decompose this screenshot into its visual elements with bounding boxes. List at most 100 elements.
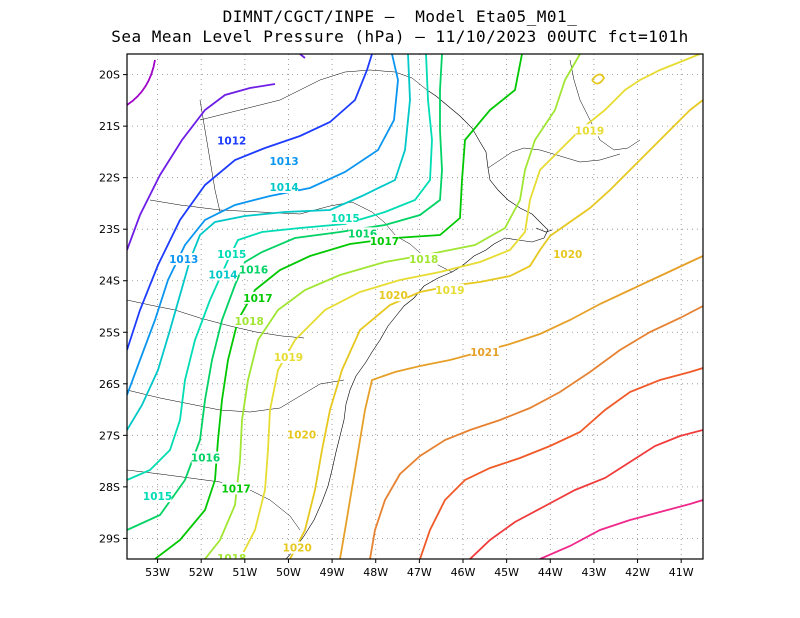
isobar-label-bg [283, 541, 312, 554]
isobar-label: 1019 [274, 352, 303, 364]
isobar-label: 1014 [269, 182, 298, 194]
border-mg-sp [199, 69, 428, 121]
isobar-label: 1020 [553, 249, 582, 261]
plot-frame [126, 53, 704, 560]
isobar-label: 1015 [143, 491, 172, 503]
isobar-label-bg [348, 227, 377, 240]
isobar-label-bg [575, 124, 604, 137]
map-title: DIMNT/CGCT/INPE – Model Eta05_M01_ [222, 7, 578, 26]
lon-tick-label: 41W [669, 566, 694, 579]
isobar-label-bg [409, 253, 438, 266]
isobar-label-bg [222, 482, 251, 495]
isobar-1018 [204, 54, 581, 559]
isobar-label: 1018 [217, 553, 246, 565]
isobar-1021 [339, 255, 703, 559]
isobar-1010 [127, 59, 156, 106]
isobar-label-bg [331, 211, 360, 224]
isobar-label-bg [553, 247, 582, 260]
border-ms [199, 99, 221, 213]
border-mg-rj [487, 147, 621, 169]
isobar-1022 [369, 305, 703, 559]
isobar-label: 1013 [269, 156, 298, 168]
lon-tick-label: 49W [320, 566, 345, 579]
isobar-1019 [239, 54, 701, 559]
isobar-1012 [127, 54, 373, 351]
isobar-label: 1021 [470, 347, 499, 359]
isobar-label-bg [287, 428, 316, 441]
isobar-label: 1016 [191, 453, 220, 465]
lat-tick-label: 25S [99, 326, 120, 339]
island-path [535, 227, 553, 233]
lon-tick-label: 50W [276, 566, 301, 579]
isobar-label: 1020 [287, 429, 316, 441]
lat-tick-label: 22S [99, 172, 120, 185]
lat-tick-label: 23S [99, 223, 120, 236]
isobar-label: 1018 [235, 316, 264, 328]
isobar-label: 1017 [221, 483, 250, 495]
lon-tick-label: 51W [232, 566, 257, 579]
isobar-1020 [289, 99, 703, 559]
lat-tick-label: 26S [99, 378, 120, 391]
border-west [127, 299, 305, 339]
state-borders [127, 59, 641, 531]
isobar-1011 [299, 54, 306, 59]
isobar-label: 1012 [217, 136, 246, 148]
isobar-1023 [419, 367, 703, 559]
isobar-label: 1013 [169, 254, 198, 266]
isobar-label: 1019 [435, 285, 464, 297]
axis-ticks: 53W 52W 51W 50W 49W 48W 47W 46W 45W 44W 43W 42W 41W 2… [99, 69, 694, 579]
map-subtitle: Sea Mean Level Pressure (hPa) – 11/10/20… [111, 27, 689, 46]
isobar-label: 1020 [379, 290, 408, 302]
lat-tick-label: 29S [99, 532, 120, 545]
lon-tick-label: 44W [538, 566, 563, 579]
lon-tick-label: 46W [451, 566, 476, 579]
coastline-path [285, 89, 549, 559]
isobar-label: 1014 [208, 270, 237, 282]
lat-tick-label: 20S [99, 69, 120, 82]
isobar-label: 1016 [348, 228, 377, 240]
isobar-1024 [469, 429, 703, 559]
lon-tick-label: 47W [407, 566, 432, 579]
lon-tick-label: 52W [189, 566, 214, 579]
isobar-label: 1015 [217, 249, 246, 261]
isobar-1020 [591, 73, 606, 85]
lat-tick-label: 27S [99, 429, 120, 442]
isobar-label-bg [470, 345, 499, 358]
isobar-label-bg [243, 291, 272, 304]
isobar-label-bg [217, 552, 246, 559]
isobar-labels: 1012 1013 1014 1015 1016 1017 1018 1019 1019 1020… [143, 124, 604, 565]
isobar-label-bg [370, 235, 399, 248]
isobar-1011 [127, 83, 276, 251]
isobar-label-bg [235, 314, 264, 327]
isobar-1017 [154, 54, 523, 559]
isobars [127, 54, 703, 559]
lon-tick-label: 45W [494, 566, 519, 579]
isobar-label-bg [217, 247, 246, 260]
isobar-label-bg [169, 253, 198, 266]
isobar-label: 1015 [331, 213, 360, 225]
lon-tick-label: 48W [363, 566, 388, 579]
isobar-1016 [127, 54, 443, 531]
isobar-label-bg [379, 289, 408, 302]
isobar-1015 [127, 54, 433, 481]
lat-tick-label: 21S [99, 120, 120, 133]
isobar-label-bg [217, 134, 246, 147]
isobar-label-bg [435, 284, 464, 297]
isobar-label-bg [274, 351, 303, 364]
isobar-label: 1020 [283, 543, 312, 555]
isobar-label-bg [270, 180, 299, 193]
lon-tick-label: 53W [145, 566, 170, 579]
border-pr-sc [127, 379, 345, 413]
lon-tick-label: 42W [625, 566, 650, 579]
lon-tick-label: 43W [581, 566, 606, 579]
isobar-label: 1017 [243, 293, 272, 305]
isobar-label-bg [270, 155, 299, 168]
isobar-1014 [127, 54, 411, 431]
isobar-label-bg [191, 451, 220, 464]
isobar-label: 1019 [575, 125, 604, 137]
isobar-1013 [127, 54, 399, 396]
isobar-label-bg [209, 268, 237, 281]
isobar-label: 1016 [239, 264, 268, 276]
isobar-label: 1018 [409, 254, 438, 266]
